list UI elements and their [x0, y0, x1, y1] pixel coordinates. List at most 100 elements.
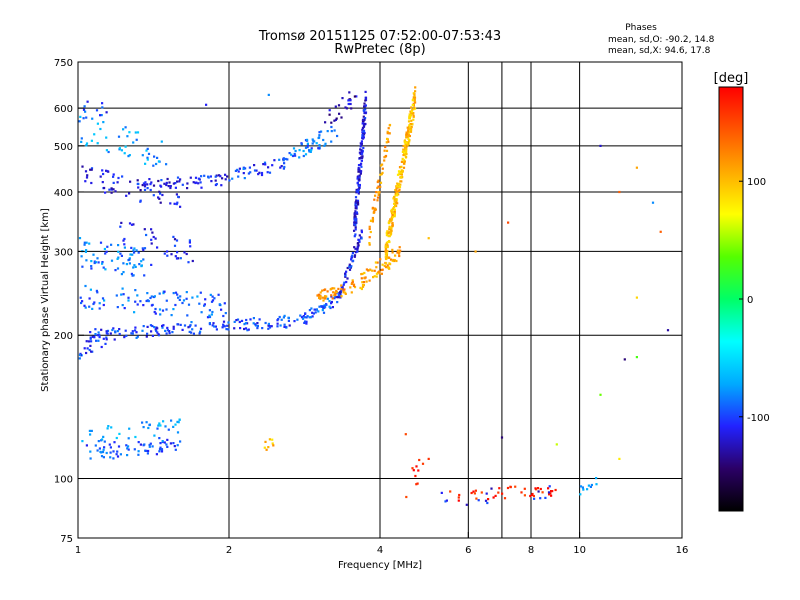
echo-point — [581, 486, 584, 489]
echo-point — [112, 327, 115, 330]
echo-point — [88, 348, 91, 352]
echo-point — [174, 255, 177, 258]
echo-point — [152, 194, 155, 197]
echo-point — [330, 295, 333, 298]
echo-point — [358, 157, 361, 160]
echo-point — [242, 167, 245, 170]
echo-point — [256, 324, 259, 328]
echo-point — [204, 298, 207, 301]
echo-point — [389, 258, 393, 261]
echo-point — [81, 300, 84, 303]
echo-point — [291, 154, 295, 158]
echo-point — [90, 340, 93, 343]
echo-point — [165, 332, 168, 335]
echo-point — [278, 315, 281, 319]
echo-point — [330, 287, 333, 290]
echo-point — [90, 168, 93, 171]
echo-point — [135, 331, 138, 334]
echo-point — [333, 291, 336, 294]
echo-point — [283, 314, 286, 317]
echo-point — [214, 179, 217, 182]
echo-point — [150, 263, 153, 266]
echo-point — [635, 166, 638, 169]
echo-point — [388, 124, 391, 127]
echo-point — [142, 249, 145, 252]
echo-point — [318, 131, 321, 134]
echo-point — [305, 320, 308, 323]
echo-point — [310, 307, 313, 310]
echo-point — [533, 497, 536, 500]
echo-point — [500, 436, 504, 439]
echo-point — [347, 99, 350, 102]
echo-point — [249, 171, 252, 174]
echo-point — [164, 329, 167, 332]
echo-point — [107, 425, 110, 428]
echo-point — [303, 321, 306, 324]
echo-point — [360, 162, 363, 165]
echo-point — [263, 446, 266, 449]
echo-point — [497, 491, 500, 494]
echo-point — [308, 150, 311, 153]
echo-point — [335, 117, 338, 120]
echo-point — [142, 258, 145, 261]
echo-point — [357, 166, 360, 170]
echo-point — [148, 178, 151, 181]
echo-point — [146, 187, 149, 190]
echo-point — [90, 181, 93, 185]
echo-point — [110, 187, 113, 190]
echo-point — [405, 133, 408, 136]
echo-point — [99, 114, 102, 117]
echo-point — [547, 491, 551, 494]
echo-point — [90, 139, 93, 142]
echo-point — [170, 253, 173, 256]
echo-point — [413, 96, 417, 99]
echo-point — [321, 309, 324, 312]
echo-point — [374, 208, 377, 211]
echo-point — [336, 134, 339, 138]
echo-point — [126, 135, 129, 138]
echo-point — [255, 169, 258, 172]
echo-point — [174, 448, 177, 451]
echo-point — [358, 240, 361, 243]
phase-summary-o: mean, sd,O: -90.2, 14.8 — [608, 35, 715, 45]
echo-point — [375, 275, 378, 278]
echo-point — [367, 269, 370, 272]
echo-point — [134, 326, 137, 329]
echo-point — [379, 164, 383, 167]
echo-point — [363, 122, 366, 126]
echo-point — [102, 303, 105, 307]
echo-point — [179, 323, 182, 326]
echo-point — [79, 115, 82, 118]
echo-point — [233, 327, 236, 330]
echo-point — [393, 208, 396, 211]
echo-point — [342, 291, 345, 294]
echo-point — [398, 172, 401, 175]
echo-point — [376, 186, 379, 189]
echo-point — [227, 328, 230, 331]
echo-point — [403, 160, 406, 163]
echo-point — [89, 168, 92, 171]
echo-point — [104, 268, 107, 271]
echo-point — [97, 331, 100, 334]
echo-point — [523, 494, 526, 497]
echo-point — [548, 493, 551, 496]
echo-point — [344, 275, 347, 278]
echo-point — [234, 169, 237, 172]
echo-point — [337, 296, 340, 299]
echo-point — [287, 319, 290, 322]
echo-point — [391, 225, 394, 228]
echo-point — [237, 175, 240, 178]
echo-point — [346, 277, 349, 280]
echo-point — [372, 210, 376, 213]
echo-point — [357, 203, 360, 206]
echo-point — [354, 219, 357, 222]
echo-point — [198, 302, 201, 305]
echo-point — [393, 212, 396, 215]
echo-point — [371, 220, 374, 223]
echo-point — [143, 274, 146, 277]
echo-point — [139, 200, 142, 203]
echo-point — [155, 329, 158, 333]
echo-point — [188, 330, 191, 333]
echo-point — [405, 151, 408, 154]
echo-point — [410, 127, 413, 130]
